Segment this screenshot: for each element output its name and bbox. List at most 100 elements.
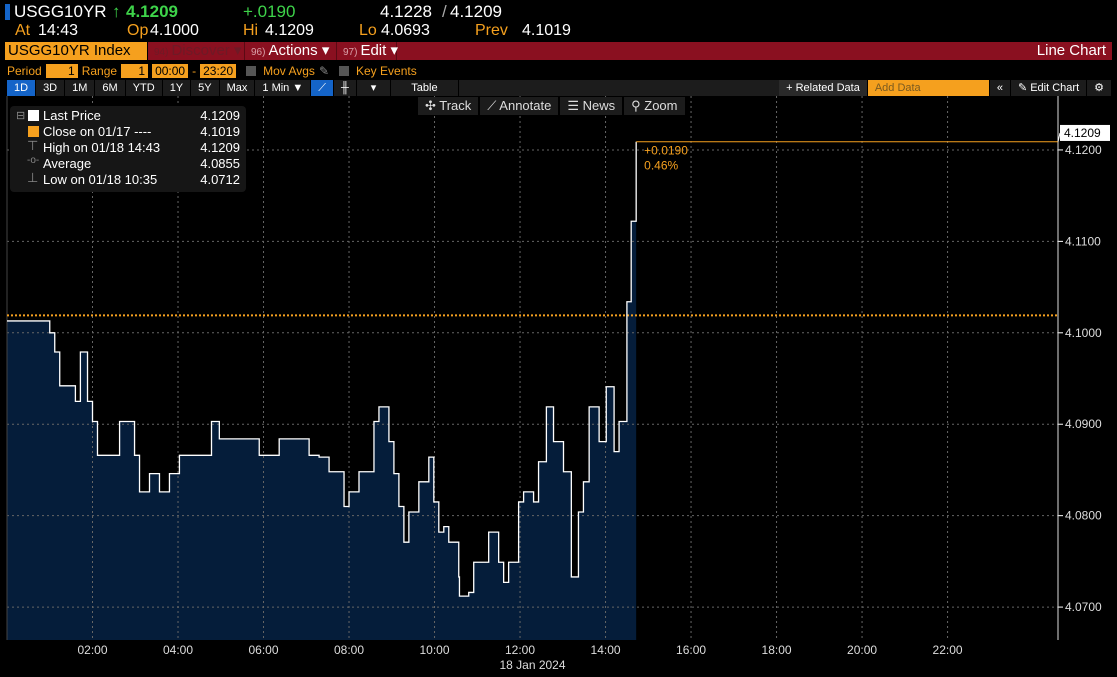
edit-num: 97) xyxy=(343,47,358,58)
discover-label: Discover xyxy=(171,42,230,59)
bid-ask-separator: / xyxy=(442,2,447,21)
legend-last-value: 4.1209 xyxy=(200,108,240,123)
legend-low-value: 4.0712 xyxy=(200,172,240,187)
chart-tools: ✣ Track ⟋ Annotate ☰ News ⚲ Zoom xyxy=(418,97,685,115)
collapse-button[interactable]: « xyxy=(990,80,1011,96)
low-value: 4.0693 xyxy=(381,22,430,39)
time-from-input[interactable]: 00:00 xyxy=(152,64,189,78)
legend-close-value: 4.1019 xyxy=(200,124,240,139)
y-tick-label: 4.1200 xyxy=(1065,143,1102,157)
last-price: 4.1209 xyxy=(126,2,178,21)
range-ytd[interactable]: YTD xyxy=(126,80,163,96)
average-marker-icon: -o- xyxy=(27,155,40,166)
time-to-input[interactable]: 23:20 xyxy=(200,64,237,78)
high-value: 4.1209 xyxy=(265,22,314,39)
price-line xyxy=(7,141,637,597)
range-label: Range xyxy=(81,64,118,78)
ticker-marker xyxy=(5,4,10,20)
add-data-input[interactable]: Add Data xyxy=(867,80,990,96)
pencil-icon[interactable]: ✎ xyxy=(318,64,329,78)
range-input[interactable]: 1 xyxy=(121,64,149,78)
x-tick-label: 16:00 xyxy=(676,643,706,657)
line-chart-icon[interactable]: ⟋ xyxy=(311,80,334,96)
chart-type-dropdown-icon[interactable]: ▾ xyxy=(357,80,392,96)
chart-toolbar: 1D 3D 1M 6M YTD 1Y 5Y Max 1 Min ▼ ⟋ ╫ ▾ … xyxy=(7,80,1112,96)
high-label: Hi xyxy=(243,22,259,39)
actions-num: 96) xyxy=(251,47,266,58)
x-tick-label: 04:00 xyxy=(163,643,193,657)
x-tick-label: 14:00 xyxy=(591,643,621,657)
prev-label: Prev xyxy=(475,22,508,39)
up-arrow-icon: ↑ xyxy=(112,2,121,21)
range-max[interactable]: Max xyxy=(220,80,256,96)
legend-last-label: Last Price xyxy=(43,108,101,123)
y-tick-label: 4.0900 xyxy=(1065,417,1102,431)
x-tick-label: 02:00 xyxy=(77,643,107,657)
edit-chart-button[interactable]: ✎ Edit Chart xyxy=(1011,80,1088,96)
time-dash: - xyxy=(192,64,197,78)
high-marker-icon: ⊤ xyxy=(27,138,39,153)
edit-menu[interactable]: 97) Edit ▾ xyxy=(337,42,398,60)
mov-avgs-checkbox[interactable] xyxy=(246,66,257,76)
range-5y[interactable]: 5Y xyxy=(191,80,220,96)
table-button[interactable]: Table xyxy=(391,80,459,96)
track-button[interactable]: ✣ Track xyxy=(418,97,479,115)
collapse-legend-icon[interactable]: ⊟ xyxy=(16,110,26,122)
last-price-swatch xyxy=(28,110,39,121)
actions-label: Actions xyxy=(268,42,318,59)
annotate-button[interactable]: ⟋ Annotate xyxy=(480,97,559,115)
chart-legend: ⊟ ⊤ -o- ⊥ Last Price 4.1209 Close on 01/1… xyxy=(10,106,246,192)
chart-type-label: Line Chart xyxy=(1036,42,1106,59)
key-events-checkbox[interactable] xyxy=(339,66,349,76)
last-price-tag xyxy=(1060,124,1110,141)
key-events-label: Key Events xyxy=(356,64,417,78)
security-field[interactable]: USGG10YR Index xyxy=(5,42,147,60)
prev-value: 4.1019 xyxy=(522,22,571,39)
range-1y[interactable]: 1Y xyxy=(163,80,192,96)
related-data-button[interactable]: + Related Data xyxy=(779,80,868,96)
actions-menu[interactable]: 96) Actions ▾ xyxy=(245,42,337,60)
y-tick-label: 4.0700 xyxy=(1065,600,1102,614)
price-area xyxy=(7,141,637,640)
y-tick-label: 4.1100 xyxy=(1065,234,1101,248)
low-label: Lo xyxy=(359,22,377,39)
range-1m[interactable]: 1M xyxy=(65,80,96,96)
ticker: USGG10YR xyxy=(14,2,107,21)
period-input[interactable]: 1 xyxy=(45,64,78,78)
at-time: 14:43 xyxy=(38,22,79,39)
x-tick-label: 10:00 xyxy=(420,643,450,657)
interval-dropdown[interactable]: 1 Min ▼ xyxy=(255,80,312,96)
range-6m[interactable]: 6M xyxy=(95,80,126,96)
discover-menu[interactable]: 94) Discover ▾ xyxy=(148,42,245,60)
x-tick-label: 18:00 xyxy=(762,643,792,657)
open-value: 4.1000 xyxy=(150,22,199,39)
x-tick-label: 20:00 xyxy=(847,643,877,657)
x-tick-label: 22:00 xyxy=(933,643,963,657)
gear-icon[interactable]: ⚙ xyxy=(1087,80,1112,96)
legend-average-value: 4.0855 xyxy=(200,156,240,171)
legend-high-label: High on 01/18 14:43 xyxy=(43,140,161,155)
change-pct-label: 0.46% xyxy=(644,159,678,173)
legend-close-label: Close on 01/17 ---- xyxy=(43,124,152,139)
x-axis-label: 18 Jan 2024 xyxy=(499,658,565,672)
last-price-tag-label: 4.1209 xyxy=(1064,126,1101,140)
net-change: +.0190 xyxy=(243,2,296,21)
close-swatch xyxy=(28,126,39,137)
x-tick-label: 12:00 xyxy=(505,643,535,657)
news-button[interactable]: ☰ News xyxy=(560,97,623,115)
menu-bar: 94) Discover ▾ 96) Actions ▾ 97) Edit ▾ Lin… xyxy=(148,42,1112,60)
range-1d[interactable]: 1D xyxy=(7,80,37,96)
edit-label: Edit xyxy=(360,42,387,59)
legend-low-label: Low on 01/18 10:35 xyxy=(43,172,158,187)
ask: 4.1209 xyxy=(450,2,502,21)
x-tick-label: 06:00 xyxy=(248,643,278,657)
y-tick-label: 4.1000 xyxy=(1065,326,1102,340)
bar-chart-icon[interactable]: ╫ xyxy=(334,80,357,96)
range-3d[interactable]: 3D xyxy=(36,80,66,96)
low-marker-icon: ⊥ xyxy=(27,170,39,185)
open-label: Op xyxy=(127,22,149,39)
bid: 4.1228 xyxy=(380,2,432,21)
legend-high-value: 4.1209 xyxy=(200,140,240,155)
zoom-button[interactable]: ⚲ Zoom xyxy=(624,97,685,115)
